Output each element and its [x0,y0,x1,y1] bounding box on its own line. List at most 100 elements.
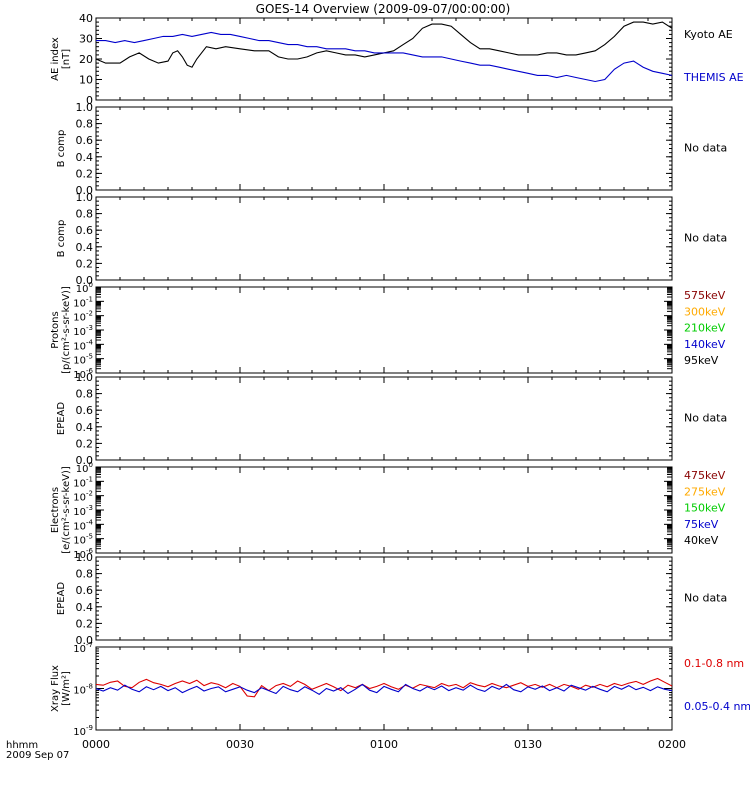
y-tick-label-base: 10 [76,284,89,295]
legend-entry: 75keV [684,518,719,531]
panel-frame [95,106,673,191]
y-tick-label: 1.0 [76,551,94,564]
y-tick-label: 1.0 [76,371,94,384]
time-tick-label: 0030 [226,738,254,751]
y-axis-label: [nT] [61,49,72,69]
y-tick-label-exp: -4 [86,518,94,526]
y-tick-label-exp: 0 [89,281,93,289]
y-tick-label-base: 10 [73,644,86,655]
y-tick-label: 10 [79,74,93,87]
legend-entry: 95keV [684,354,719,367]
legend-entry: 575keV [684,289,726,302]
y-tick-label: 10-8 [73,683,93,697]
legend-entry: 300keV [684,305,726,318]
y-axis-label: [e/(cm²-s-sr-keV)] [61,466,72,554]
y-tick-label: 0.6 [76,404,94,417]
y-tick-label-base: 10 [73,341,86,352]
time-axis-row2-label: 2009 Sep 07 [6,750,69,761]
time-tick-label: 0130 [514,738,542,751]
y-tick-label: 0.8 [76,208,94,221]
y-tick-label: 10-2 [73,490,93,504]
series-label: 0.05-0.4 nm [684,700,750,713]
y-tick-label: 0.0 [76,634,94,647]
y-tick-label-base: 10 [73,356,86,367]
y-tick-label-exp: -6 [86,367,94,375]
y-tick-label: 0.2 [76,167,94,180]
y-tick-label: 20 [79,53,93,66]
series-group [96,677,672,698]
panel-6: 0.0 0.2 0.4 0.6 0.8 1.0 EPEAD No data [56,551,727,647]
time-tick-label: 0000 [82,738,110,751]
y-tick-label: 0 [86,94,93,107]
y-tick-label: 0.4 [76,421,94,434]
series-group [96,21,672,83]
y-tick-label-exp: -3 [86,504,93,512]
panel-1: 0.0 0.2 0.4 0.6 0.8 1.0 B comp No data [56,101,727,197]
y-axis-label: EPEAD [56,402,67,436]
y-tick-label: 1.0 [76,191,94,204]
no-data-label: No data [684,412,727,425]
y-tick-label-exp: -2 [86,310,93,318]
panel-frame [95,196,673,281]
y-tick-label-exp: 0 [89,461,93,469]
y-tick-label: 0.4 [76,151,94,164]
y-tick-label-exp: -5 [86,353,93,361]
panel-4: 0.0 0.2 0.4 0.6 0.8 1.0 EPEAD No data [56,371,727,467]
y-tick-label: 10-6 [73,367,93,381]
y-tick-label-exp: -6 [86,547,94,555]
y-tick-label-base: 10 [73,327,86,338]
panel-2: 0.0 0.2 0.4 0.6 0.8 1.0 B comp No data [56,191,727,287]
y-tick-label-base: 10 [73,298,86,309]
time-axis: 0000 0030 0100 0130 0200 [82,738,686,751]
y-tick-label: 0.0 [76,454,94,467]
y-tick-label-base: 10 [73,536,86,547]
y-tick-label: 30 [79,33,93,46]
y-axis-label: EPEAD [56,582,67,616]
series-label: THEMIS AE [683,71,744,84]
y-tick-label-base: 10 [73,550,86,561]
y-tick-label-exp: -9 [86,724,93,732]
y-tick-label: 10-5 [73,353,93,367]
y-tick-label-exp: -3 [86,324,93,332]
y-axis-label: B comp [56,220,67,258]
no-data-label: No data [684,142,727,155]
y-tick-label: 10-7 [73,641,93,655]
y-tick-label: 10-4 [73,518,93,532]
y-axis-label: Electrons [50,487,61,533]
y-tick-label-exp: -5 [86,533,93,541]
y-tick-label: 0.0 [76,184,94,197]
series-label: 0.1-0.8 nm [684,657,744,670]
y-tick-label: 0.6 [76,134,94,147]
series-line-0 [96,677,672,698]
panel-frame [95,466,673,554]
panel-frame [95,17,673,101]
legend-entry: 140keV [684,338,726,351]
no-data-label: No data [684,592,727,605]
y-tick-label: 0.4 [76,601,94,614]
y-axis-label: Xray Flux [50,665,61,712]
y-axis-label: AE index [50,37,61,81]
no-data-label: No data [684,232,727,245]
series-line-1 [96,683,672,695]
y-tick-label: 10-4 [73,338,93,352]
y-tick-label: 10-1 [73,475,93,489]
y-tick-label: 0.8 [76,118,94,131]
legend-entry: 210keV [684,322,726,335]
y-axis-label: Protons [50,311,61,348]
panel-frame [95,286,673,374]
y-tick-label-base: 10 [73,727,86,738]
y-tick-label: 0.4 [76,241,94,254]
y-axis-label: [p/(cm²-s-sr-keV)] [61,286,72,374]
time-tick-label: 0100 [370,738,398,751]
y-tick-label: 10-5 [73,533,93,547]
y-tick-label-base: 10 [73,313,86,324]
y-tick-label-base: 10 [73,507,86,518]
y-axis-label: B comp [56,130,67,168]
time-axis-row1-label: hhmm [6,740,38,751]
legend-entry: 475keV [684,469,726,482]
